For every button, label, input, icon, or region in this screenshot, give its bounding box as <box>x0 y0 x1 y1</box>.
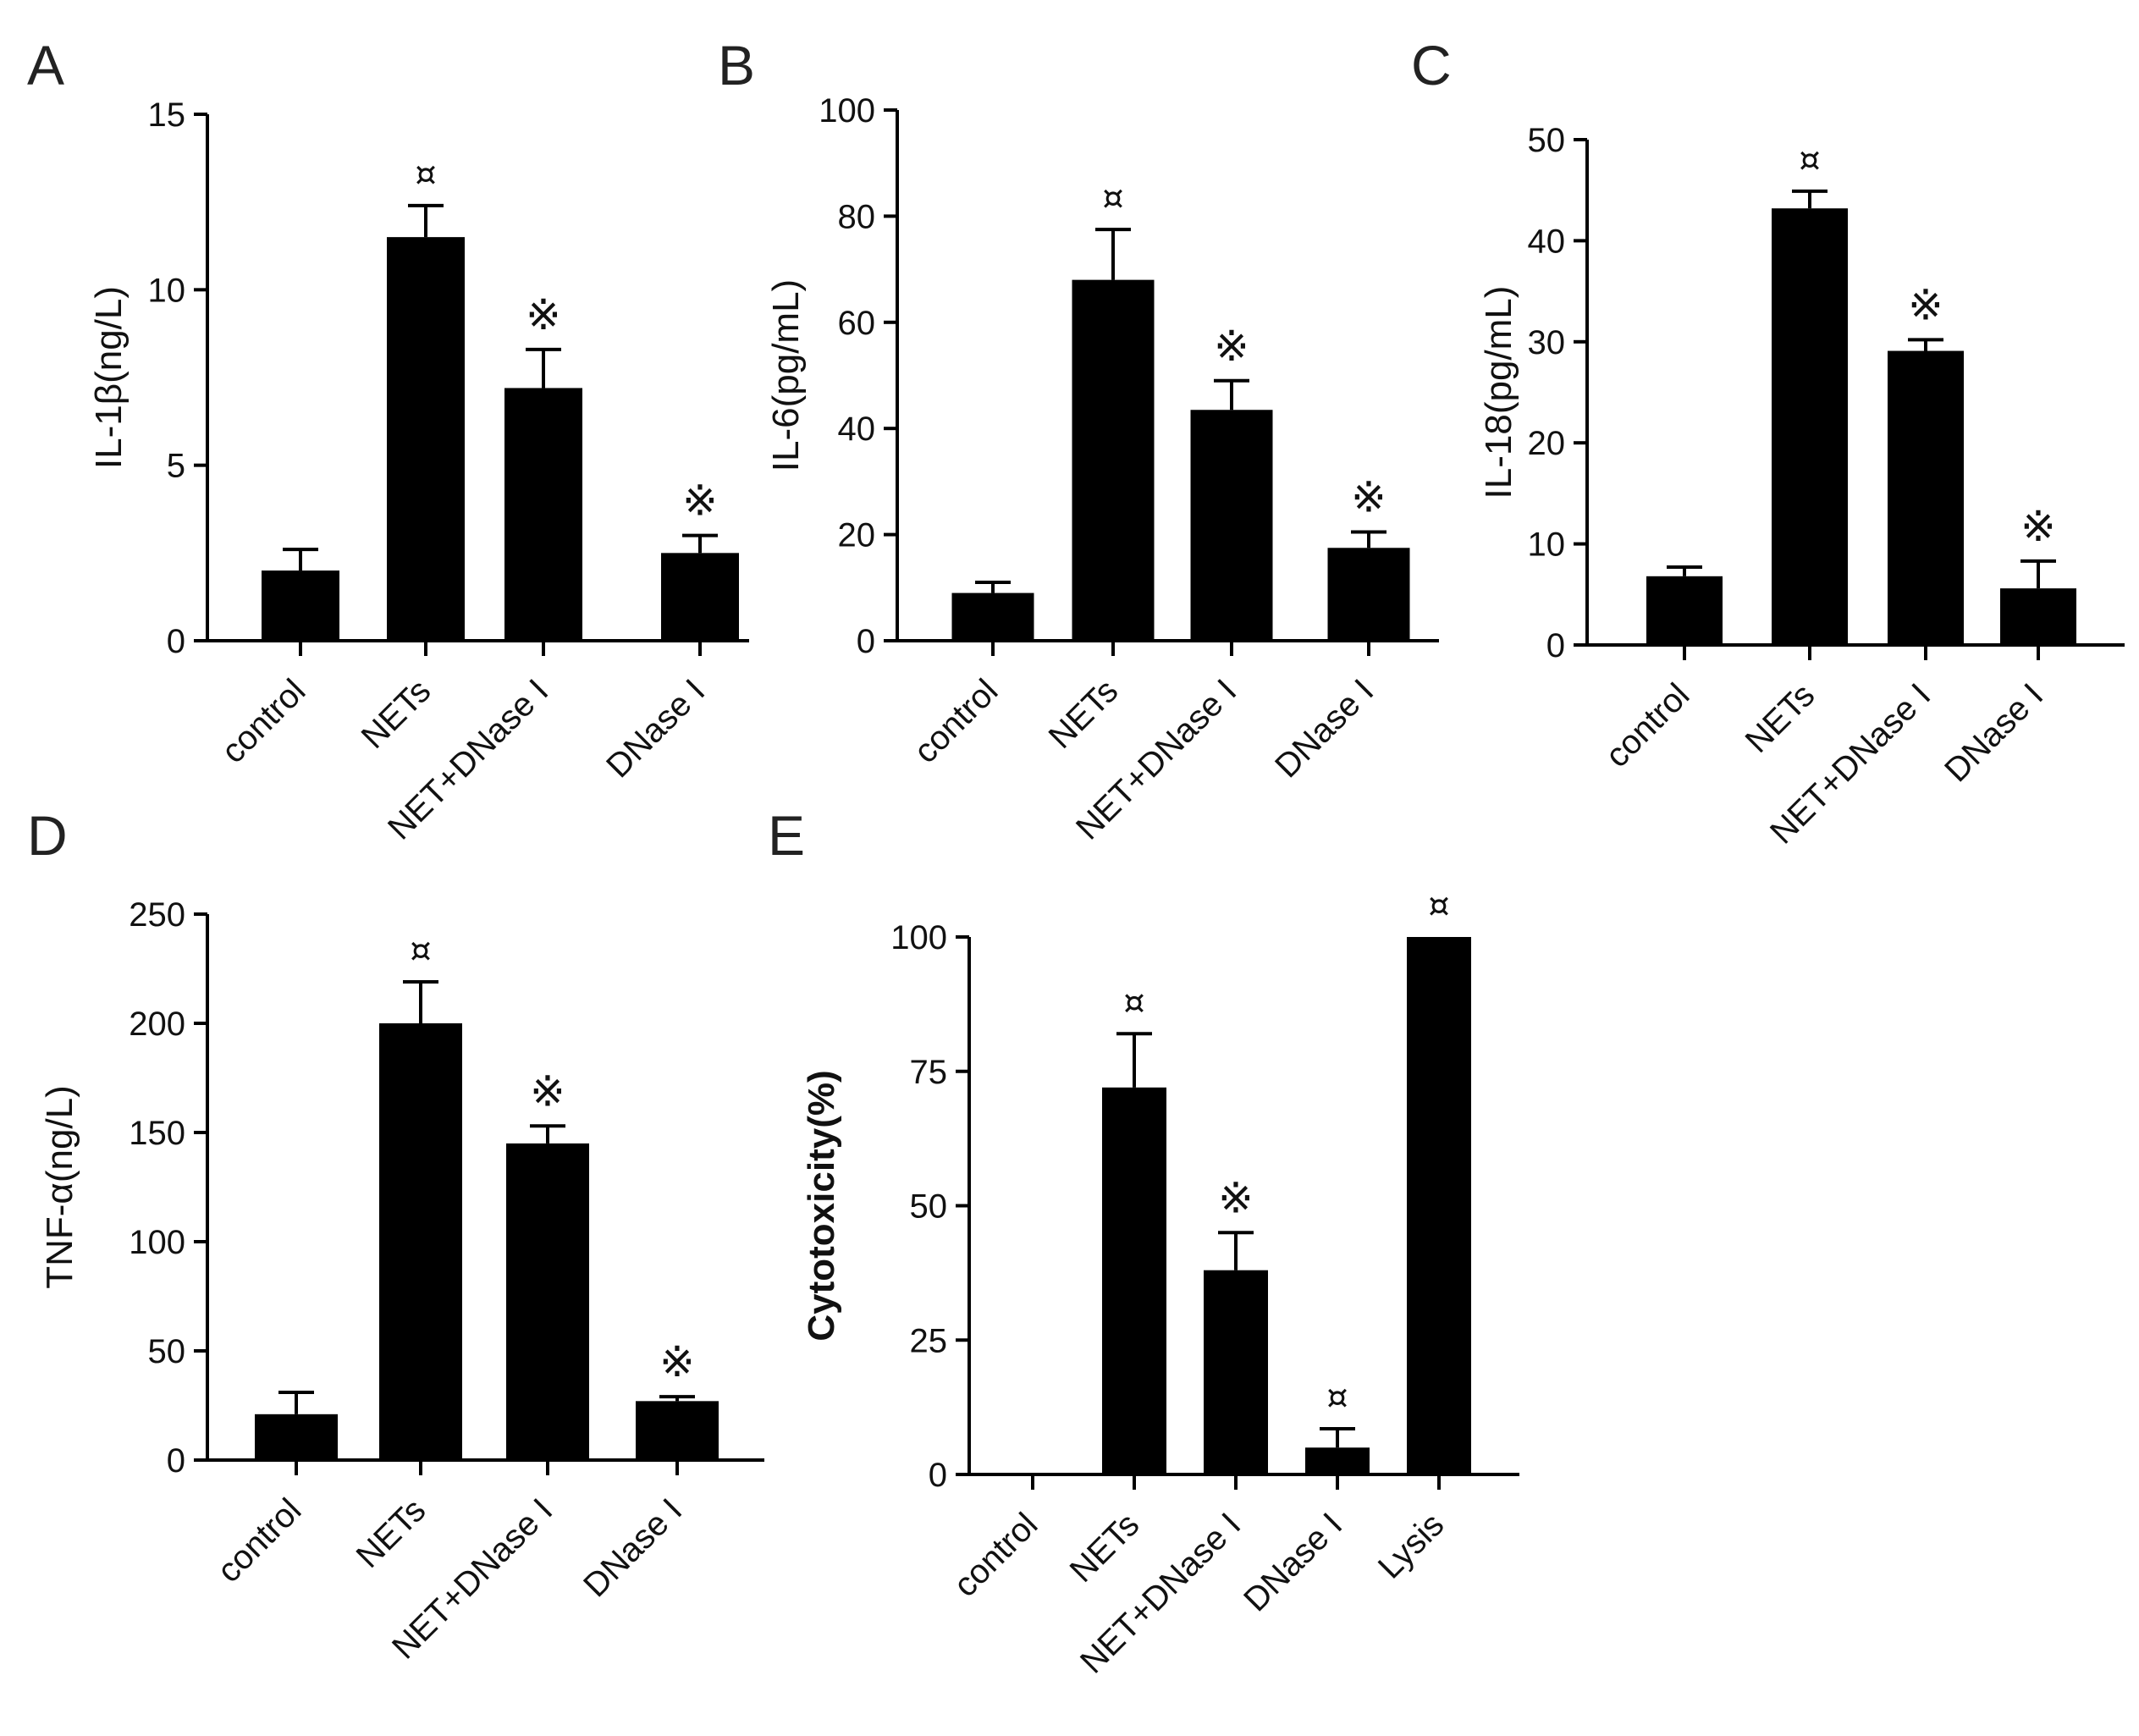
significance-marker-d-3: ※ <box>659 1337 695 1386</box>
category-label-d-0: control <box>210 1491 308 1590</box>
bar-e-1 <box>1102 1087 1166 1474</box>
y-tick-label-d: 100 <box>129 1224 185 1261</box>
category-label-c-0: control <box>1598 676 1696 774</box>
y-tick-label-a: 15 <box>148 96 186 134</box>
panel-d: D 0 50 100 150 200 250 TNF-α(ng/L) control ¤ NETs ※… <box>27 804 764 1667</box>
category-label-d-1: NETs <box>350 1491 433 1575</box>
significance-marker-c-2: ※ <box>1908 280 1943 329</box>
panel-a: A051015IL-1β(ng/L)control¤NETs※NET+DNase… <box>27 34 749 847</box>
significance-marker-b-1: ¤ <box>1102 179 1123 218</box>
significance-marker-b-2: ※ <box>1214 322 1249 371</box>
y-tick-label-c: 0 <box>1546 627 1565 664</box>
y-tick-label-c: 40 <box>1528 223 1566 260</box>
y-tick-label-c: 50 <box>1528 122 1566 159</box>
y-tick-label-d: 200 <box>129 1006 185 1043</box>
panel-letter-b: B <box>718 34 755 96</box>
bar-c-0 <box>1646 576 1723 645</box>
bar-b-2 <box>1190 410 1273 641</box>
category-label-e-1: NETs <box>1063 1506 1147 1590</box>
category-label-e-0: control <box>946 1506 1045 1604</box>
panel-letter-c: C <box>1411 34 1452 96</box>
bar-d-3 <box>636 1401 719 1460</box>
category-label-a-0: control <box>214 672 312 770</box>
y-tick-label-d: 150 <box>129 1115 185 1152</box>
category-label-e-3: DNase I <box>1237 1506 1349 1618</box>
y-axis-title-d: TNF-α(ng/L) <box>39 1085 80 1289</box>
y-tick-label-e: 100 <box>890 919 947 956</box>
bar-a-3 <box>661 553 739 641</box>
panel-e: E0255075100Cytotoxicity(%)control¤NETs※N… <box>768 804 1519 1681</box>
y-tick-label-a: 5 <box>167 448 185 485</box>
bar-e-4 <box>1407 937 1471 1474</box>
y-axis-title-b: IL-6(pg/mL) <box>765 279 807 471</box>
y-tick-label-b: 100 <box>819 92 875 130</box>
bar-c-1 <box>1772 208 1848 645</box>
bar-c-2 <box>1888 350 1964 645</box>
category-label-a-1: NETs <box>355 672 438 756</box>
y-tick-label-d: 250 <box>129 896 185 934</box>
significance-marker-e-1: ¤ <box>1123 983 1144 1022</box>
y-tick-label-c: 30 <box>1528 324 1566 361</box>
panel-letter-e: E <box>768 804 805 867</box>
y-tick-label-b: 0 <box>857 623 875 660</box>
bar-d-2 <box>506 1143 589 1460</box>
significance-marker-e-3: ¤ <box>1326 1378 1348 1417</box>
significance-marker-d-2: ※ <box>530 1066 565 1116</box>
significance-marker-b-3: ※ <box>1351 472 1386 521</box>
y-tick-label-c: 10 <box>1528 526 1566 564</box>
bar-a-1 <box>387 237 465 641</box>
panel-letter-d: D <box>27 804 68 867</box>
y-axis-title-c: IL-18(pg/mL) <box>1478 286 1519 499</box>
panel-letter-a: A <box>27 34 64 96</box>
category-label-b-3: DNase I <box>1268 672 1381 785</box>
y-tick-label-b: 20 <box>838 517 876 554</box>
bar-d-1 <box>379 1023 462 1460</box>
significance-marker-d-1: ¤ <box>410 931 431 970</box>
category-label-b-1: NETs <box>1042 672 1126 756</box>
y-axis-title-a: IL-1β(ng/L) <box>88 286 130 469</box>
bar-a-2 <box>504 388 582 641</box>
significance-marker-e-2: ※ <box>1218 1173 1254 1222</box>
y-tick-label-d: 0 <box>167 1442 185 1480</box>
y-tick-label-e: 75 <box>910 1054 948 1091</box>
bar-b-1 <box>1072 279 1155 641</box>
category-label-d-3: DNase I <box>576 1491 689 1604</box>
bar-b-3 <box>1327 548 1410 641</box>
y-axis-title-e: Cytotoxicity(%) <box>801 1070 842 1341</box>
significance-marker-c-3: ※ <box>2020 502 2056 551</box>
bar-b-0 <box>951 592 1034 641</box>
y-tick-label-a: 10 <box>148 272 186 309</box>
y-tick-label-e: 0 <box>929 1457 947 1494</box>
category-label-e-4: Lysis <box>1371 1506 1452 1586</box>
y-tick-label-c: 20 <box>1528 425 1566 462</box>
y-tick-label-a: 0 <box>167 623 185 660</box>
category-label-c-3: DNase I <box>1938 676 2050 789</box>
bar-e-2 <box>1204 1270 1268 1474</box>
bar-a-0 <box>262 570 339 641</box>
y-tick-label-e: 25 <box>910 1322 948 1359</box>
y-tick-label-b: 60 <box>838 305 876 342</box>
significance-marker-a-3: ※ <box>682 477 718 526</box>
bar-e-3 <box>1305 1447 1370 1474</box>
significance-marker-e-4: ¤ <box>1428 886 1449 925</box>
y-tick-label-d: 50 <box>148 1333 186 1370</box>
y-tick-label-e: 50 <box>910 1188 948 1226</box>
significance-marker-a-1: ¤ <box>415 155 436 194</box>
category-label-a-3: DNase I <box>599 672 712 785</box>
y-tick-label-b: 40 <box>838 411 876 448</box>
panel-c: C01020304050IL-18(pg/mL)control¤NETs※NET… <box>1411 34 2125 851</box>
significance-marker-a-2: ※ <box>526 290 561 339</box>
significance-marker-c-1: ¤ <box>1799 141 1820 179</box>
category-label-b-0: control <box>907 672 1005 770</box>
bar-d-0 <box>255 1414 338 1460</box>
y-tick-label-b: 80 <box>838 198 876 235</box>
category-label-c-1: NETs <box>1739 676 1822 760</box>
bar-c-3 <box>2000 588 2076 645</box>
panel-b: B020406080100IL-6(pg/mL)control¤NETs※NET… <box>718 34 1439 847</box>
